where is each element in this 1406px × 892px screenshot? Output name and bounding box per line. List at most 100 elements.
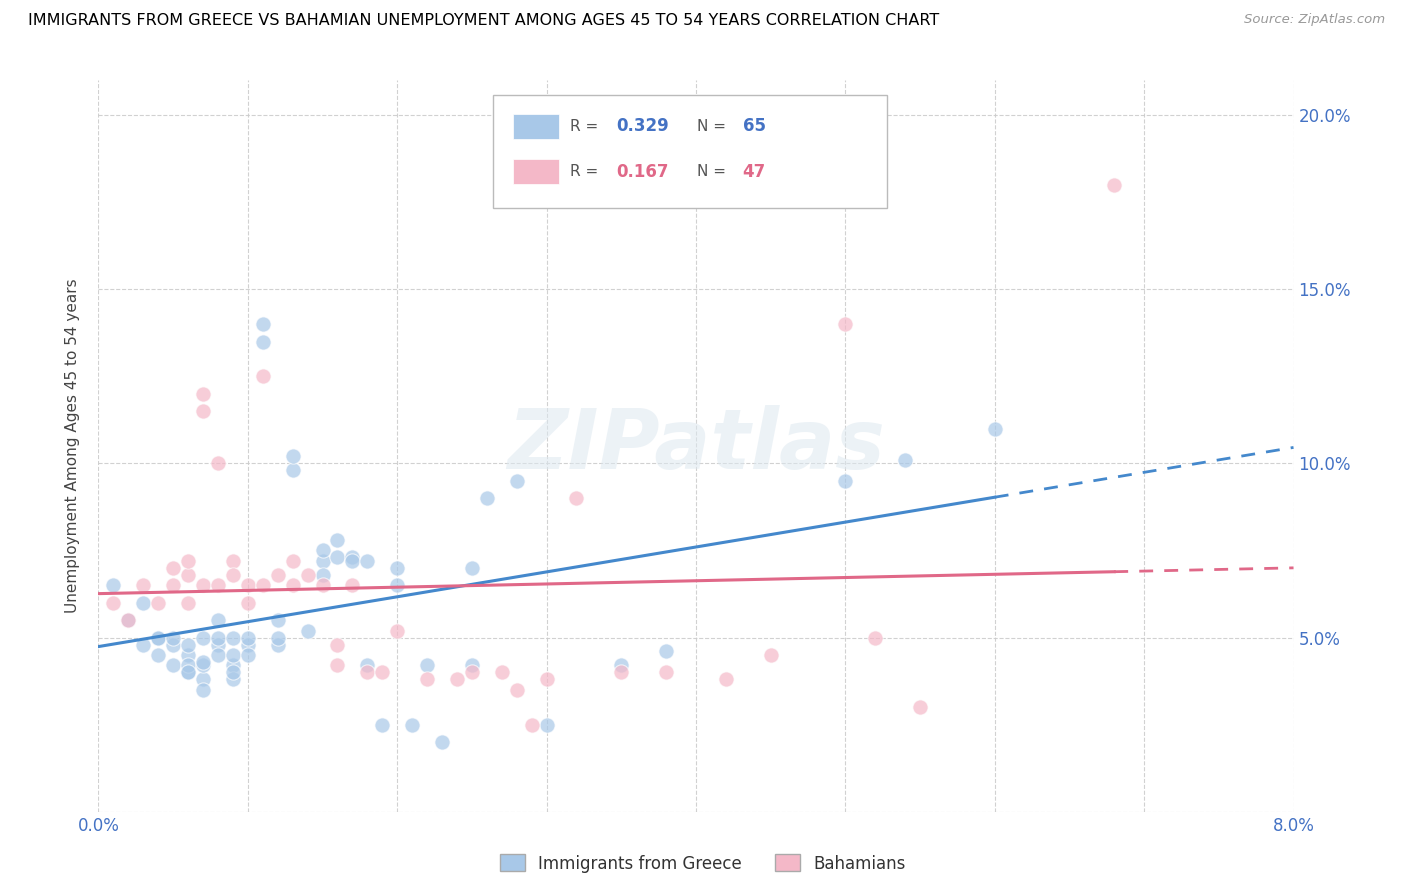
Point bbox=[385, 561, 409, 575]
Point bbox=[311, 567, 333, 582]
Point bbox=[222, 554, 245, 568]
FancyBboxPatch shape bbox=[494, 95, 887, 209]
Point bbox=[610, 665, 633, 680]
Point bbox=[207, 631, 229, 645]
Point bbox=[252, 369, 274, 384]
Text: N =: N = bbox=[697, 119, 731, 134]
Point bbox=[326, 533, 349, 547]
Point bbox=[506, 474, 529, 488]
Text: Source: ZipAtlas.com: Source: ZipAtlas.com bbox=[1244, 13, 1385, 27]
Point bbox=[461, 561, 484, 575]
Point bbox=[610, 658, 633, 673]
Point bbox=[191, 658, 214, 673]
Point bbox=[416, 658, 439, 673]
Point bbox=[281, 450, 304, 464]
Point bbox=[385, 578, 409, 592]
Point bbox=[371, 717, 394, 731]
Text: IMMIGRANTS FROM GREECE VS BAHAMIAN UNEMPLOYMENT AMONG AGES 45 TO 54 YEARS CORREL: IMMIGRANTS FROM GREECE VS BAHAMIAN UNEMP… bbox=[28, 13, 939, 29]
Point bbox=[446, 673, 468, 687]
Point bbox=[236, 596, 259, 610]
Point bbox=[416, 673, 439, 687]
FancyBboxPatch shape bbox=[513, 160, 558, 184]
Point bbox=[267, 631, 290, 645]
Point bbox=[236, 578, 259, 592]
Point bbox=[207, 613, 229, 627]
Point bbox=[191, 673, 214, 687]
Point bbox=[834, 317, 856, 331]
Point bbox=[148, 596, 170, 610]
Point bbox=[148, 631, 170, 645]
Point bbox=[191, 631, 214, 645]
Point bbox=[207, 457, 229, 471]
Point bbox=[759, 648, 782, 662]
Point bbox=[356, 665, 378, 680]
Point bbox=[655, 644, 678, 658]
Point bbox=[177, 596, 200, 610]
Point bbox=[207, 578, 229, 592]
Point bbox=[356, 554, 378, 568]
Point bbox=[491, 665, 513, 680]
Point bbox=[162, 631, 184, 645]
Point bbox=[475, 491, 498, 506]
Point bbox=[506, 682, 529, 697]
Point bbox=[103, 596, 125, 610]
Point bbox=[252, 317, 274, 331]
Point bbox=[311, 543, 333, 558]
Point bbox=[371, 665, 394, 680]
Point bbox=[252, 334, 274, 349]
Text: 65: 65 bbox=[742, 118, 766, 136]
Point bbox=[132, 638, 155, 652]
Point bbox=[297, 567, 319, 582]
Point bbox=[207, 638, 229, 652]
Text: 47: 47 bbox=[742, 162, 766, 181]
Point bbox=[401, 717, 423, 731]
Y-axis label: Unemployment Among Ages 45 to 54 years: Unemployment Among Ages 45 to 54 years bbox=[65, 278, 80, 614]
Point bbox=[430, 735, 453, 749]
Point bbox=[536, 673, 558, 687]
Point bbox=[177, 658, 200, 673]
Point bbox=[894, 453, 917, 467]
Point bbox=[177, 665, 200, 680]
Point bbox=[984, 421, 1007, 435]
Point bbox=[311, 578, 333, 592]
Point bbox=[1104, 178, 1126, 192]
Point bbox=[281, 578, 304, 592]
Point bbox=[191, 655, 214, 669]
Point bbox=[162, 638, 184, 652]
Point bbox=[191, 404, 214, 418]
Point bbox=[222, 567, 245, 582]
Text: 0.167: 0.167 bbox=[616, 162, 668, 181]
Legend: Immigrants from Greece, Bahamians: Immigrants from Greece, Bahamians bbox=[494, 847, 912, 880]
Text: 0.329: 0.329 bbox=[616, 118, 669, 136]
Point bbox=[385, 624, 409, 638]
Point bbox=[222, 631, 245, 645]
Point bbox=[267, 638, 290, 652]
Point bbox=[655, 665, 678, 680]
Point bbox=[865, 631, 887, 645]
Point bbox=[117, 613, 139, 627]
Point bbox=[461, 665, 484, 680]
Point bbox=[117, 613, 139, 627]
Point bbox=[177, 665, 200, 680]
Point bbox=[297, 624, 319, 638]
Point bbox=[311, 554, 333, 568]
Point bbox=[162, 658, 184, 673]
Point bbox=[191, 682, 214, 697]
Text: N =: N = bbox=[697, 164, 731, 179]
Text: ZIPatlas: ZIPatlas bbox=[508, 406, 884, 486]
Point bbox=[834, 474, 856, 488]
Point bbox=[908, 700, 931, 714]
Point bbox=[162, 578, 184, 592]
Point bbox=[177, 567, 200, 582]
Text: R =: R = bbox=[571, 119, 603, 134]
Point bbox=[252, 578, 274, 592]
Point bbox=[191, 386, 214, 401]
Point bbox=[326, 638, 349, 652]
Point bbox=[536, 717, 558, 731]
Point bbox=[148, 631, 170, 645]
Point bbox=[222, 665, 245, 680]
Point bbox=[236, 638, 259, 652]
Point bbox=[103, 578, 125, 592]
Point bbox=[356, 658, 378, 673]
Text: R =: R = bbox=[571, 164, 603, 179]
